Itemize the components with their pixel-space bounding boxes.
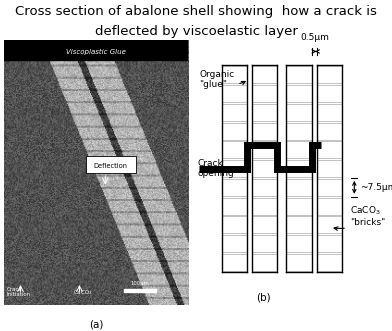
Bar — [317, 216, 342, 233]
Text: Organic
"glue": Organic "glue" — [199, 70, 245, 89]
Bar — [287, 254, 312, 271]
Bar — [252, 141, 278, 158]
Bar — [221, 216, 247, 233]
Bar — [287, 198, 312, 214]
Bar — [317, 160, 342, 177]
Text: Cross section of abalone shell showing  how a crack is: Cross section of abalone shell showing h… — [15, 5, 377, 18]
Bar — [317, 198, 342, 214]
Text: CaCO$_3$: CaCO$_3$ — [73, 289, 93, 297]
Bar — [221, 179, 247, 196]
Text: (b): (b) — [256, 292, 271, 302]
Text: Deflection: Deflection — [94, 163, 128, 169]
Bar — [221, 85, 247, 102]
Bar — [252, 216, 278, 233]
Bar — [287, 141, 312, 158]
Bar — [252, 198, 278, 214]
Text: Crack
opening: Crack opening — [198, 159, 234, 178]
Bar — [4, 40, 188, 60]
Text: CaCO$_3$
"bricks": CaCO$_3$ "bricks" — [334, 204, 385, 230]
Bar — [287, 123, 312, 140]
Bar — [287, 160, 312, 177]
Bar — [287, 235, 312, 252]
Bar — [317, 123, 342, 140]
Bar — [287, 104, 312, 121]
Bar — [317, 104, 342, 121]
Text: Viscoplastic Glue: Viscoplastic Glue — [66, 49, 126, 55]
Text: 0.5μm: 0.5μm — [300, 33, 329, 42]
Bar — [221, 67, 247, 83]
Text: 100μm: 100μm — [130, 281, 149, 286]
Text: ~7.5μm: ~7.5μm — [360, 183, 392, 192]
Text: (a): (a) — [89, 320, 103, 330]
Bar — [317, 67, 342, 83]
Bar — [252, 123, 278, 140]
Text: Crack
Initiation: Crack Initiation — [7, 287, 31, 297]
Bar — [221, 141, 247, 158]
Bar — [317, 254, 342, 271]
Bar — [221, 198, 247, 214]
Bar — [287, 85, 312, 102]
Bar — [317, 141, 342, 158]
Bar — [252, 85, 278, 102]
Bar — [221, 104, 247, 121]
Bar — [317, 179, 342, 196]
Bar — [317, 235, 342, 252]
Bar — [287, 179, 312, 196]
Bar — [252, 254, 278, 271]
Bar — [221, 235, 247, 252]
Bar — [287, 67, 312, 83]
Bar — [252, 235, 278, 252]
Text: deflected by viscoelastic layer: deflected by viscoelastic layer — [94, 25, 298, 38]
Bar — [317, 85, 342, 102]
Bar — [287, 216, 312, 233]
Bar — [221, 254, 247, 271]
Bar — [252, 179, 278, 196]
Bar — [252, 67, 278, 83]
Bar — [221, 160, 247, 177]
Bar — [124, 289, 156, 292]
Bar — [252, 104, 278, 121]
Bar — [221, 123, 247, 140]
Bar — [252, 160, 278, 177]
FancyBboxPatch shape — [86, 156, 136, 173]
